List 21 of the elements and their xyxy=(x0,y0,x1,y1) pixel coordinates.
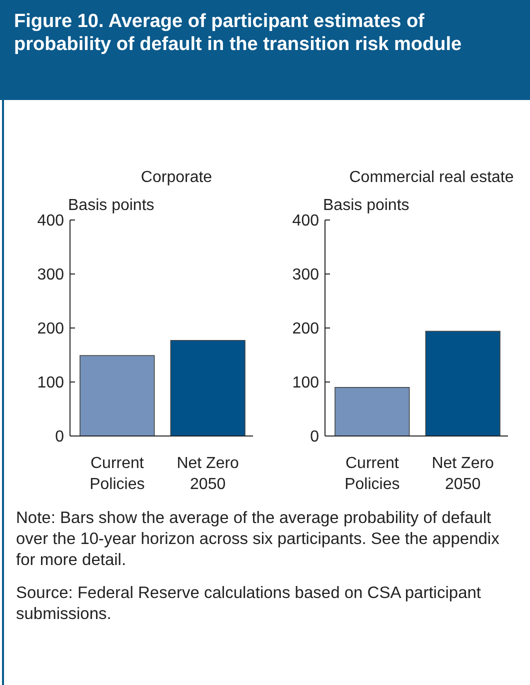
y-tick-label: 300 xyxy=(37,266,64,284)
chart-title: Commercial real estate xyxy=(349,169,514,186)
y-axis-title: Basis points xyxy=(68,197,154,214)
y-tick-label: 300 xyxy=(292,266,320,284)
y-tick-label: 100 xyxy=(292,374,320,392)
y-axis-title: Basis points xyxy=(323,197,410,214)
y-tick-label: 400 xyxy=(37,212,64,230)
text: Note: Bars show the average of the average probability of default over the 10-year horizon across six participants. See the appendix for more detail. xyxy=(16,508,500,571)
chart-title: Corporate xyxy=(140,169,212,186)
y-tick-label: 400 xyxy=(292,212,320,230)
x-tick-label: Net Zero 2050 xyxy=(176,455,240,493)
caption: Figure 10. Average of participant estimates of probability of default in the transition risk module xyxy=(14,10,463,56)
y-tick-label: 200 xyxy=(292,320,320,338)
x-tick-label: Current Policies xyxy=(344,455,400,493)
y-tick-label: 0 xyxy=(310,428,320,446)
source-note: Source: Federal Reserve calculations based on CSA participant submissions. xyxy=(16,583,482,625)
x-tick-label: Current Policies xyxy=(90,455,145,493)
y-tick-label: 0 xyxy=(55,428,64,446)
y-tick-label: 100 xyxy=(37,374,64,392)
x-tick-label: Net Zero 2050 xyxy=(432,455,494,493)
y-tick-label: 200 xyxy=(37,320,64,338)
